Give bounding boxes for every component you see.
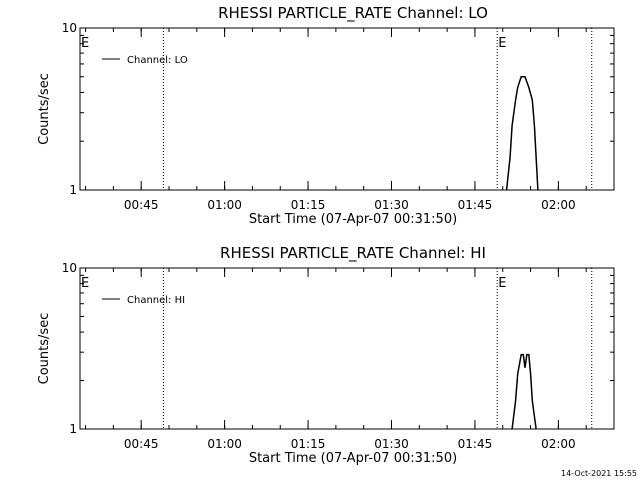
x-tick-label: 00:45 xyxy=(124,198,159,212)
x-tick-label: 01:30 xyxy=(374,198,409,212)
chart-title: RHESSI PARTICLE_RATE Channel: HI xyxy=(220,244,486,263)
series-line xyxy=(505,76,539,191)
x-tick-label: 01:00 xyxy=(207,198,242,212)
x-tick-label: 02:00 xyxy=(541,198,576,212)
y-axis-label: Counts/sec xyxy=(37,73,52,145)
event-label: E xyxy=(498,36,506,51)
plot-frame xyxy=(79,27,615,191)
timestamp-stamp: 14-Oct-2021 15:55 xyxy=(561,469,637,478)
event-label: E xyxy=(498,276,506,291)
y-tick-label: 10 xyxy=(62,21,77,35)
event-label: E xyxy=(81,36,89,51)
x-tick-label: 00:45 xyxy=(124,437,159,451)
y-tick-label: 1 xyxy=(69,183,77,197)
x-tick-label: 01:30 xyxy=(374,437,409,451)
x-axis-label: Start Time (07-Apr-07 00:31:50) xyxy=(249,212,457,227)
plot-frame xyxy=(79,267,615,430)
x-axis-label: Start Time (07-Apr-07 00:31:50) xyxy=(249,451,457,466)
legend-label: Channel: LO xyxy=(127,55,188,66)
x-tick-label: 01:45 xyxy=(458,198,493,212)
y-axis-label: Counts/sec xyxy=(37,313,52,385)
event-label: E xyxy=(81,276,89,291)
x-tick-label: 01:15 xyxy=(291,198,326,212)
x-tick-label: 01:15 xyxy=(291,437,326,451)
x-tick-label: 02:00 xyxy=(541,437,576,451)
panel-hi: RHESSI PARTICLE_RATE Channel: HI 1 10 00:45… xyxy=(37,244,615,466)
panel-lo: RHESSI PARTICLE_RATE Channel: LO 1 10 00:45… xyxy=(37,4,615,227)
x-tick-label: 01:45 xyxy=(458,437,493,451)
y-tick-label: 10 xyxy=(62,261,77,275)
x-tick-label: 01:00 xyxy=(207,437,242,451)
chart-title: RHESSI PARTICLE_RATE Channel: LO xyxy=(218,4,488,23)
y-tick-label: 1 xyxy=(69,422,77,436)
series-line xyxy=(511,353,537,430)
legend-label: Channel: HI xyxy=(127,295,185,306)
